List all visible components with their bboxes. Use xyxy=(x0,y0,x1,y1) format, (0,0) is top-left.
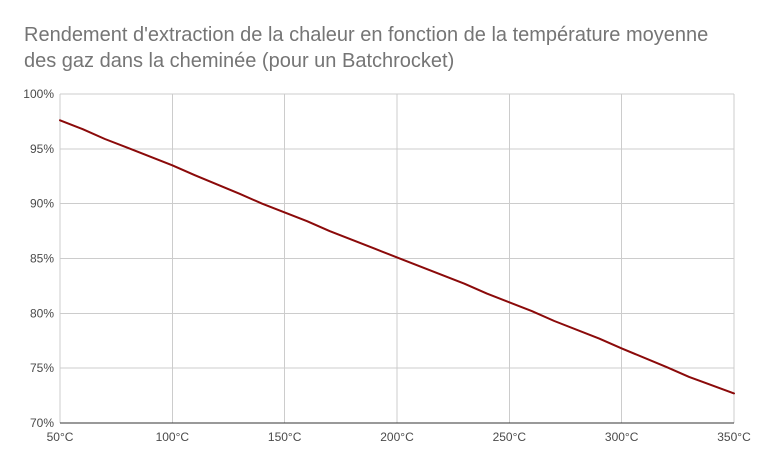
y-tick-label: 90% xyxy=(30,197,54,211)
y-tick-label: 80% xyxy=(30,306,54,320)
x-tick-label: 200°C xyxy=(380,430,414,444)
y-tick-label: 75% xyxy=(30,361,54,375)
y-tick-label: 70% xyxy=(30,416,54,430)
x-tick-label: 100°C xyxy=(156,430,190,444)
x-tick-label: 150°C xyxy=(268,430,302,444)
y-tick-label: 100% xyxy=(23,87,54,101)
series-line xyxy=(59,119,735,395)
x-tick-label: 350°C xyxy=(717,430,751,444)
x-tick-label: 250°C xyxy=(493,430,527,444)
x-tick-label: 300°C xyxy=(605,430,639,444)
y-tick-label: 95% xyxy=(30,142,54,156)
x-tick-label: 50°C xyxy=(47,430,74,444)
y-tick-label: 85% xyxy=(30,252,54,266)
chart-title: Rendement d'extraction de la chaleur en … xyxy=(24,24,709,72)
